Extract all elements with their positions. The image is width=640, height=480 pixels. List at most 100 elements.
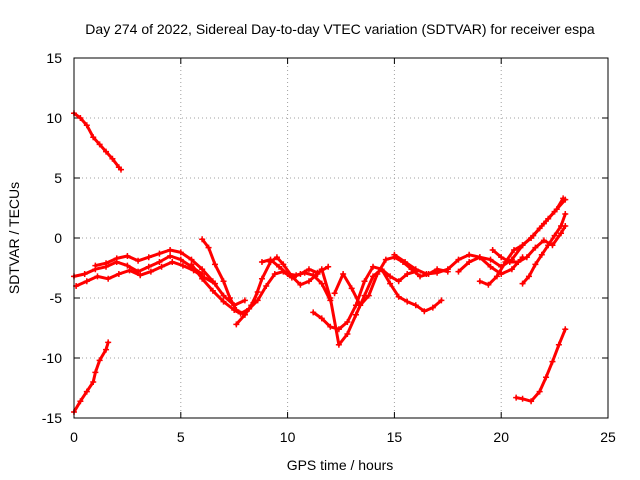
data-point xyxy=(199,266,206,273)
data-point xyxy=(209,278,216,285)
data-point xyxy=(124,262,131,269)
y-axis-ticks: -15 -10 -5 0 5 10 15 xyxy=(42,50,608,426)
data-point xyxy=(211,261,218,268)
data-point xyxy=(77,115,84,121)
data-point xyxy=(540,237,547,244)
x-tick-label: 15 xyxy=(387,429,403,445)
data-point xyxy=(555,341,562,348)
data-point xyxy=(498,254,505,261)
data-point xyxy=(179,262,186,269)
data-point xyxy=(421,308,428,315)
data-point xyxy=(147,268,154,275)
y-tick-label: -5 xyxy=(50,290,63,306)
data-point xyxy=(177,249,184,256)
data-point xyxy=(549,358,556,365)
data-point xyxy=(209,287,216,294)
data-point xyxy=(305,266,312,273)
data-point xyxy=(81,271,88,277)
y-tick-label: 15 xyxy=(46,50,62,66)
y-tick-label: -15 xyxy=(42,410,62,426)
data-point xyxy=(404,298,411,305)
data-point xyxy=(145,263,152,270)
data-point xyxy=(365,292,372,299)
data-point xyxy=(145,254,152,261)
data-point xyxy=(525,273,532,280)
data-point xyxy=(273,254,280,261)
data-point xyxy=(466,251,473,258)
data-point xyxy=(188,261,195,268)
data-point xyxy=(370,263,377,270)
data-point xyxy=(466,259,473,265)
data-point xyxy=(523,254,530,261)
data-point xyxy=(545,242,552,249)
data-point xyxy=(237,310,244,317)
data-point xyxy=(241,311,248,318)
data-point xyxy=(331,290,338,297)
data-point xyxy=(77,398,84,405)
data-point xyxy=(167,247,174,253)
data-point xyxy=(444,266,451,273)
data-point xyxy=(124,253,131,259)
data-point xyxy=(487,256,494,263)
data-point xyxy=(455,256,462,263)
data-point xyxy=(562,211,569,217)
series-line-arc-late-3 xyxy=(491,224,567,264)
data-point xyxy=(103,148,110,155)
data-point xyxy=(177,256,184,263)
data-point xyxy=(511,247,518,253)
data-point xyxy=(301,269,308,276)
data-point xyxy=(305,278,312,285)
data-point xyxy=(318,266,325,273)
y-tick-label: 5 xyxy=(54,170,62,186)
series-line-arc-late-low xyxy=(514,327,567,403)
data-point xyxy=(220,278,227,285)
series-line-arc-high-early xyxy=(72,111,123,172)
data-point xyxy=(267,256,274,263)
data-point xyxy=(271,271,278,277)
data-point xyxy=(113,255,120,262)
data-point xyxy=(558,223,565,229)
data-point xyxy=(94,273,101,280)
data-point xyxy=(241,297,248,304)
data-point xyxy=(476,254,483,261)
data-point xyxy=(226,295,233,301)
y-tick-label: 0 xyxy=(54,230,62,246)
data-point xyxy=(560,195,567,202)
data-point xyxy=(92,262,99,269)
data-point xyxy=(92,369,99,376)
data-point xyxy=(169,259,176,265)
data-point xyxy=(103,346,110,353)
plot-frame xyxy=(73,57,609,419)
data-point xyxy=(519,395,526,402)
data-point xyxy=(297,281,304,288)
data-point xyxy=(485,281,492,288)
data-point xyxy=(412,266,419,273)
chart-grid xyxy=(74,58,608,418)
x-axis-ticks: 0 5 10 15 20 25 xyxy=(70,58,616,445)
data-point xyxy=(199,236,206,243)
data-point xyxy=(387,273,394,280)
data-point xyxy=(519,280,526,287)
data-point xyxy=(558,230,565,237)
data-point xyxy=(404,271,411,277)
x-tick-label: 0 xyxy=(70,429,78,445)
data-point xyxy=(335,341,342,348)
data-point xyxy=(551,232,558,239)
data-point xyxy=(508,266,515,273)
data-point xyxy=(158,263,165,270)
data-point xyxy=(199,275,206,282)
data-point xyxy=(455,268,462,275)
data-point xyxy=(536,225,543,232)
chart-title: Day 274 of 2022, Sidereal Day-to-day VTE… xyxy=(85,21,595,37)
data-point xyxy=(536,388,543,395)
data-point xyxy=(284,271,291,277)
data-point xyxy=(374,271,381,277)
data-point xyxy=(532,261,539,268)
data-point xyxy=(417,273,424,280)
data-point xyxy=(250,299,257,306)
data-point xyxy=(220,292,227,299)
data-point xyxy=(357,302,364,309)
x-axis-label: GPS time / hours xyxy=(287,457,394,473)
data-point xyxy=(126,267,133,274)
series-group xyxy=(71,110,569,415)
